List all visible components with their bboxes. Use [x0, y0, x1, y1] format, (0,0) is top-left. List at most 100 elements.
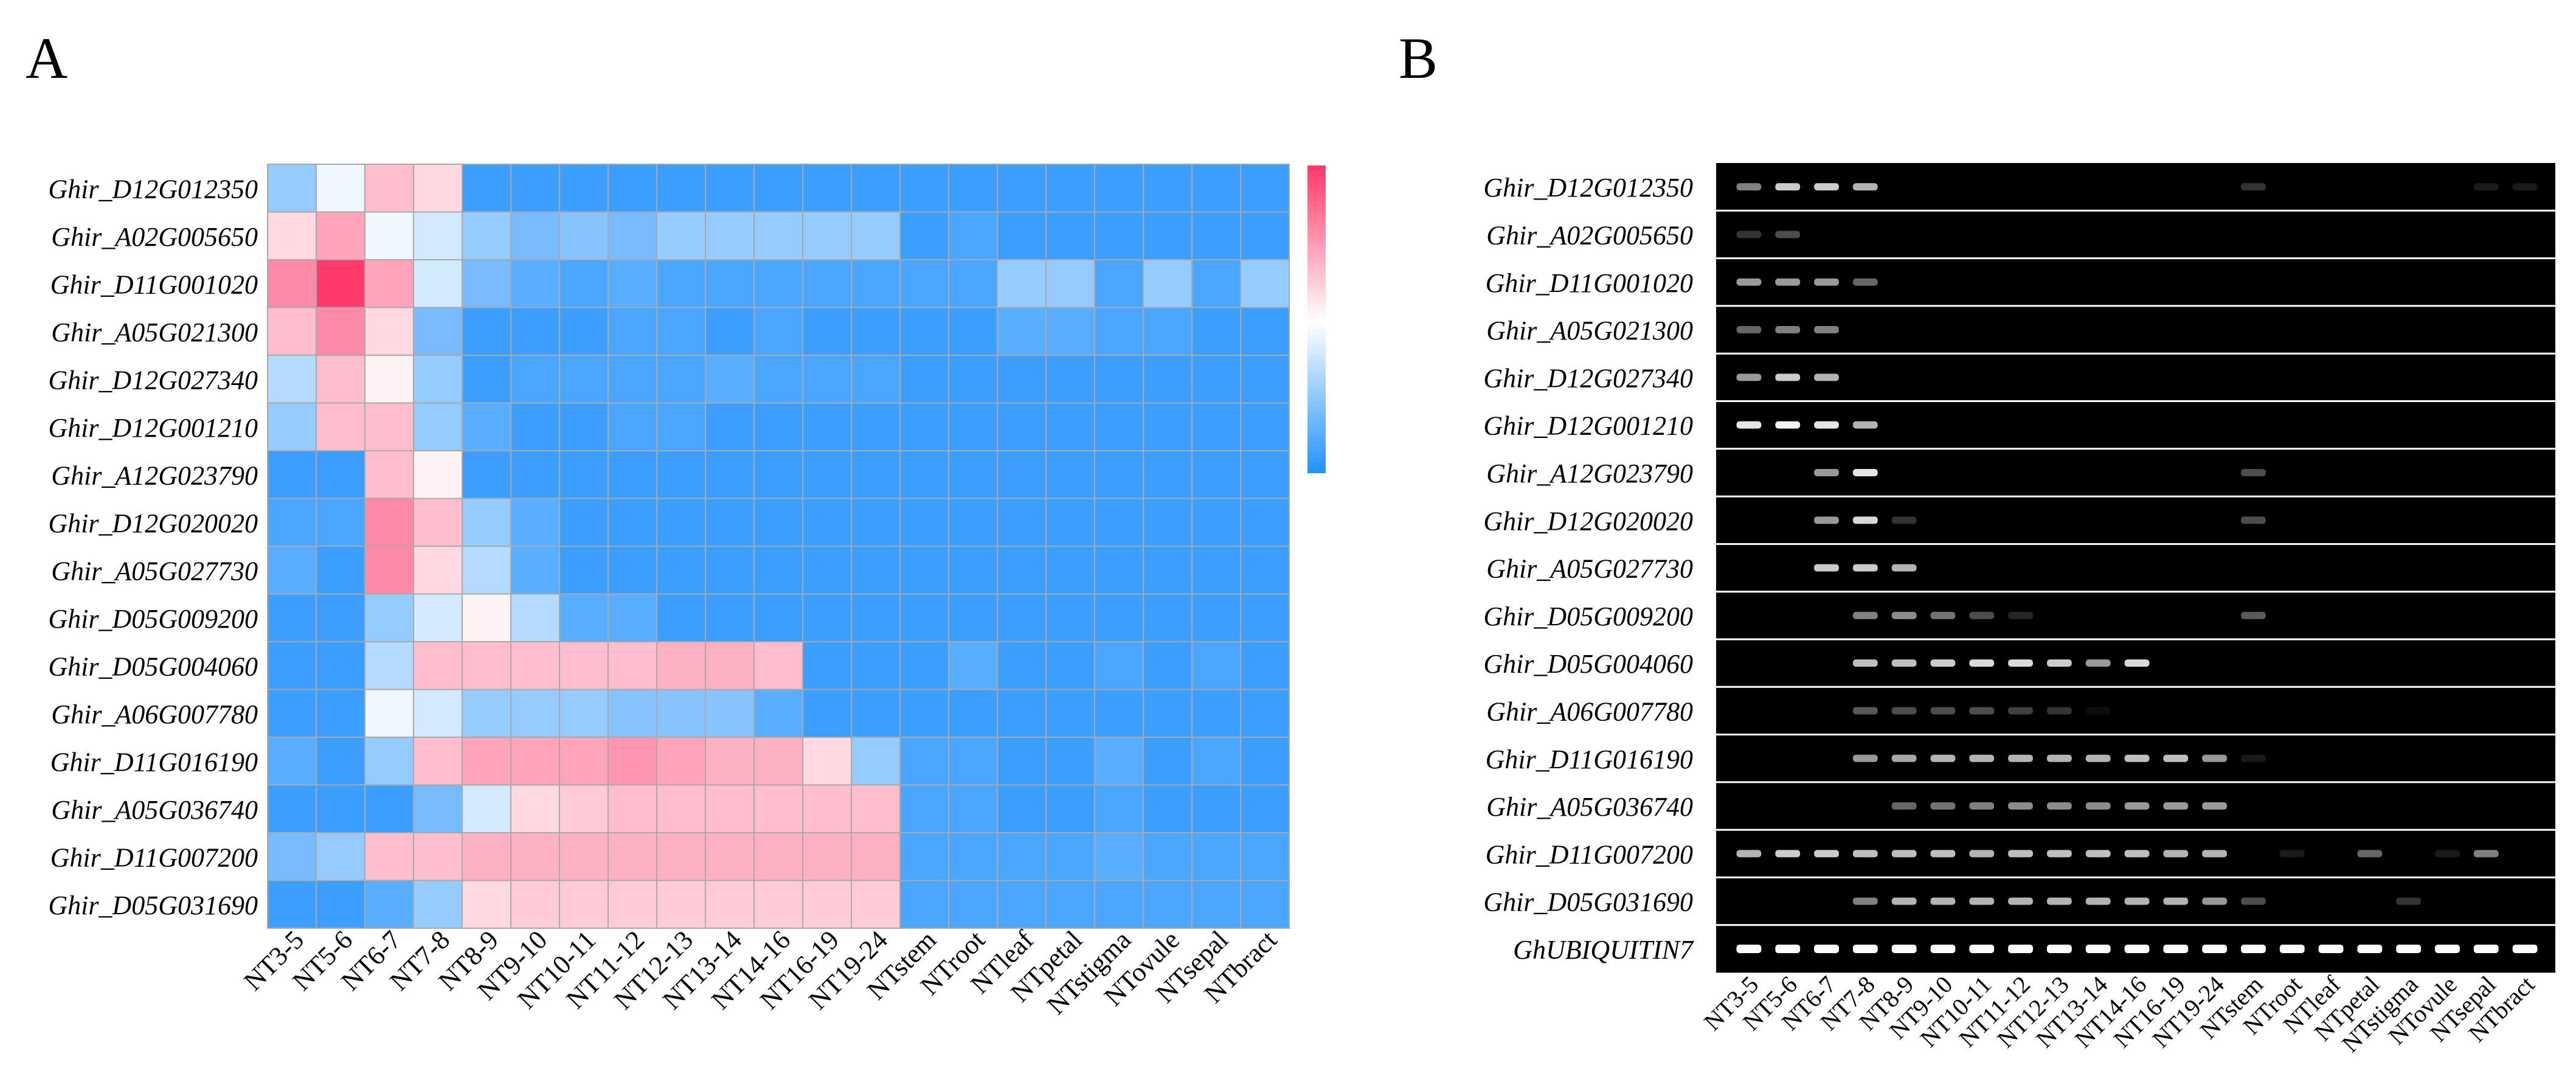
heatmap-cell: [1094, 593, 1144, 642]
heatmap-cell: [802, 211, 852, 260]
heatmap-cell: [559, 784, 609, 833]
heatmap-cell: [753, 737, 803, 786]
gel-band: [2085, 754, 2111, 762]
heatmap-cell: [1191, 164, 1241, 213]
heatmap-cell: [1240, 832, 1290, 881]
heatmap-cell: [851, 593, 901, 642]
gel-band: [1852, 611, 1878, 619]
gel-band: [2124, 802, 2150, 810]
heatmap-cell: [705, 498, 755, 547]
heatmap-cell: [899, 546, 949, 595]
heatmap-cell: [753, 498, 803, 547]
gel-band: [2008, 802, 2033, 810]
heatmap-cell: [413, 355, 463, 404]
heatmap-cell: [267, 355, 317, 404]
heatmap-cell: [1191, 880, 1241, 929]
gel-lane-label: NT10-11: [1915, 971, 1996, 1052]
gel-lane-label: NT11-12: [1953, 971, 2035, 1052]
heatmap-cell: [267, 164, 317, 213]
heatmap-row-label: Ghir_A05G027730: [51, 556, 258, 586]
colorbar-segment: [1307, 293, 1326, 299]
gel-band: [1852, 468, 1878, 476]
gel-band: [2202, 897, 2228, 905]
gel-band: [2241, 611, 2266, 619]
heatmap-row-label: Ghir_D11G001020: [50, 269, 258, 299]
colorbar-segment: [1307, 452, 1326, 458]
heatmap-cell: [364, 641, 414, 690]
colorbar-segment: [1307, 391, 1326, 397]
heatmap-cell: [705, 689, 755, 738]
heatmap-cell: [802, 498, 852, 547]
heatmap-cell: [705, 164, 755, 213]
gel-band: [1852, 278, 1878, 286]
heatmap-cell: [364, 593, 414, 642]
colorbar-segment: [1307, 268, 1326, 274]
heatmap-cell: [559, 593, 609, 642]
heatmap-cell: [608, 307, 657, 356]
heatmap-cell: [753, 832, 803, 881]
heatmap-row-label: Ghir_A06G007780: [51, 699, 258, 729]
heatmap-cell: [997, 832, 1047, 881]
heatmap-cell: [316, 689, 365, 738]
gel-band: [2435, 850, 2460, 858]
heatmap-cell: [462, 498, 511, 547]
heatmap-cell: [899, 689, 949, 738]
heatmap-cell: [413, 832, 463, 881]
gel-lane-label: NT9-10: [1884, 971, 1958, 1044]
heatmap-row-label: Ghir_A05G021300: [51, 318, 258, 347]
heatmap-cell: [316, 164, 365, 213]
colorbar-segment: [1307, 365, 1326, 371]
heatmap-cell: [267, 593, 317, 642]
heatmap-cell: [851, 402, 901, 451]
gel-band: [2202, 754, 2228, 762]
gel-band: [2085, 897, 2111, 905]
heatmap-cell: [656, 689, 706, 738]
heatmap-cell: [1045, 546, 1095, 595]
gel-band: [1969, 897, 1995, 905]
heatmap-cell: [753, 402, 803, 451]
heatmap-cell: [1045, 641, 1095, 690]
heatmap-row-label: Ghir_A12G023790: [51, 460, 258, 490]
heatmap-cell: [1240, 737, 1290, 786]
heatmap-cell: [1143, 641, 1193, 690]
gel-band: [2008, 659, 2033, 667]
heatmap-cell: [1094, 259, 1144, 308]
heatmap-cell: [364, 450, 414, 499]
heatmap-cell: [608, 450, 657, 499]
heatmap-cell: [1240, 880, 1290, 929]
gel-band: [2241, 183, 2266, 191]
heatmap-row-label: Ghir_D05G009200: [48, 604, 258, 634]
heatmap-cell: [1240, 784, 1290, 833]
heatmap-cell: [851, 832, 901, 881]
gel-band: [2396, 944, 2422, 953]
heatmap-cell: [608, 593, 657, 642]
heatmap-cell: [948, 689, 998, 738]
gel-row-label: Ghir_D11G007200: [1486, 839, 1693, 869]
gel-band: [1852, 183, 1878, 191]
heatmap-cell: [753, 880, 803, 929]
gel-band: [2008, 707, 2033, 715]
gel-band: [2241, 468, 2266, 476]
gel-band: [2163, 850, 2189, 858]
heatmap-cell: [364, 498, 414, 547]
heatmap-cell: [1143, 498, 1193, 547]
heatmap-cell: [851, 546, 901, 595]
heatmap-cell: [559, 450, 609, 499]
heatmap-cell: [753, 450, 803, 499]
heatmap-cell: [997, 355, 1047, 404]
heatmap-cell: [705, 402, 755, 451]
colorbar-segment: [1307, 227, 1326, 233]
heatmap-cell: [899, 593, 949, 642]
heatmap-cell: [559, 164, 609, 213]
heatmap-cell: [559, 689, 609, 738]
heatmap-cell: [899, 259, 949, 308]
heatmap-cell: [948, 164, 998, 213]
heatmap-cell: [997, 880, 1047, 929]
heatmap-cell: [851, 164, 901, 213]
heatmap-cell: [267, 832, 317, 881]
heatmap-row-label: Ghir_D12G012350: [48, 174, 258, 204]
heatmap-cell: [1191, 832, 1241, 881]
heatmap-cell: [851, 498, 901, 547]
heatmap-cell: [267, 546, 317, 595]
heatmap-cell: [510, 402, 560, 451]
